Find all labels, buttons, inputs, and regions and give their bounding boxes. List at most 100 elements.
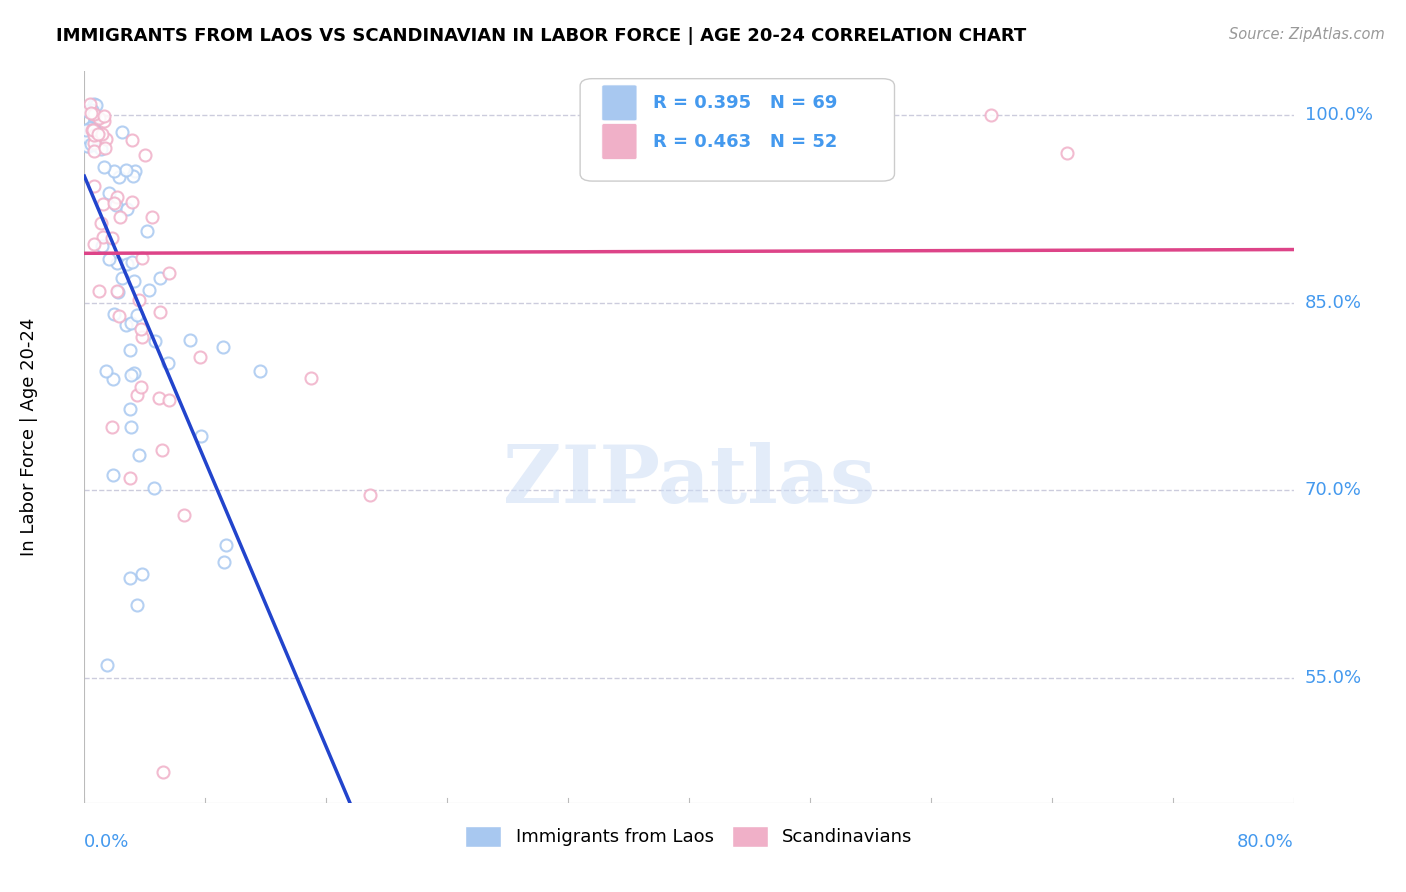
Point <box>111 125 134 139</box>
Point <box>128 293 150 308</box>
Text: In Labor Force | Age 20-24: In Labor Force | Age 20-24 <box>20 318 38 557</box>
Point <box>91 239 114 253</box>
Point <box>115 318 138 333</box>
Text: 70.0%: 70.0% <box>1305 481 1361 500</box>
Point <box>80 122 103 136</box>
Point <box>127 388 149 402</box>
Point <box>82 123 104 137</box>
Text: IMMIGRANTS FROM LAOS VS SCANDINAVIAN IN LABOR FORCE | AGE 20-24 CORRELATION CHAR: IMMIGRANTS FROM LAOS VS SCANDINAVIAN IN … <box>56 27 1026 45</box>
Point <box>149 270 172 285</box>
Point <box>127 308 149 322</box>
FancyBboxPatch shape <box>602 124 637 160</box>
Point <box>179 333 201 347</box>
Point <box>120 368 142 382</box>
Point <box>82 122 104 136</box>
Point <box>82 123 104 137</box>
Point <box>96 364 118 378</box>
Point <box>138 283 160 297</box>
Point <box>83 145 105 159</box>
Point <box>107 285 129 299</box>
Point <box>108 309 131 323</box>
Point <box>131 566 153 581</box>
Point <box>91 229 114 244</box>
Point <box>299 371 322 385</box>
Point <box>83 109 105 123</box>
Point <box>101 372 124 386</box>
Point <box>149 305 172 319</box>
Point <box>122 274 145 288</box>
FancyBboxPatch shape <box>581 78 894 181</box>
Point <box>79 96 101 111</box>
Point <box>97 252 120 267</box>
Point <box>84 129 107 144</box>
Point <box>156 356 179 370</box>
Point <box>100 420 122 434</box>
Point <box>83 107 105 121</box>
Point <box>83 237 105 252</box>
Point <box>87 112 110 126</box>
Point <box>110 210 132 224</box>
Point <box>90 127 112 141</box>
Point <box>80 106 103 120</box>
Text: Source: ZipAtlas.com: Source: ZipAtlas.com <box>1229 27 1385 42</box>
Point <box>84 98 107 112</box>
Point <box>157 392 180 407</box>
Point <box>83 128 105 142</box>
Point <box>118 471 141 485</box>
Point <box>83 97 105 112</box>
Point <box>108 169 131 184</box>
Point <box>129 322 152 336</box>
Point <box>101 467 124 482</box>
Point <box>93 160 115 174</box>
Point <box>84 129 107 144</box>
Point <box>103 195 125 210</box>
Point <box>76 103 98 118</box>
Point <box>145 334 167 349</box>
Point <box>980 108 1002 122</box>
Point <box>105 190 128 204</box>
Text: ZIPatlas: ZIPatlas <box>503 442 875 520</box>
Point <box>121 255 143 269</box>
Point <box>83 136 105 150</box>
Point <box>136 224 159 238</box>
Legend: Immigrants from Laos, Scandinavians: Immigrants from Laos, Scandinavians <box>458 819 920 854</box>
Point <box>105 284 128 298</box>
Point <box>131 330 153 344</box>
Point <box>124 164 146 178</box>
Text: R = 0.395   N = 69: R = 0.395 N = 69 <box>652 94 837 112</box>
Point <box>115 163 138 178</box>
Point <box>131 251 153 265</box>
Point <box>117 257 139 271</box>
Point <box>129 380 152 394</box>
Point <box>93 109 115 123</box>
Point <box>79 121 101 136</box>
Point <box>173 508 195 522</box>
Point <box>157 266 180 280</box>
Point <box>100 231 122 245</box>
Point <box>79 137 101 152</box>
Point <box>86 127 108 141</box>
Point <box>77 130 100 145</box>
Point <box>1056 145 1078 160</box>
Point <box>90 142 112 156</box>
Point <box>125 598 148 612</box>
Point <box>96 658 118 673</box>
Point <box>359 488 381 502</box>
Point <box>94 132 117 146</box>
Point <box>77 128 100 143</box>
Text: 0.0%: 0.0% <box>84 833 129 851</box>
Point <box>90 216 112 230</box>
Point <box>120 420 142 434</box>
Point <box>128 448 150 462</box>
Point <box>103 307 125 321</box>
Point <box>75 123 97 137</box>
Point <box>188 351 211 365</box>
Point <box>84 125 107 139</box>
Point <box>80 130 103 145</box>
Point <box>89 284 111 298</box>
Point <box>118 571 141 585</box>
Point <box>104 197 127 211</box>
Point <box>80 103 103 118</box>
Point <box>115 202 138 216</box>
FancyBboxPatch shape <box>602 85 637 120</box>
